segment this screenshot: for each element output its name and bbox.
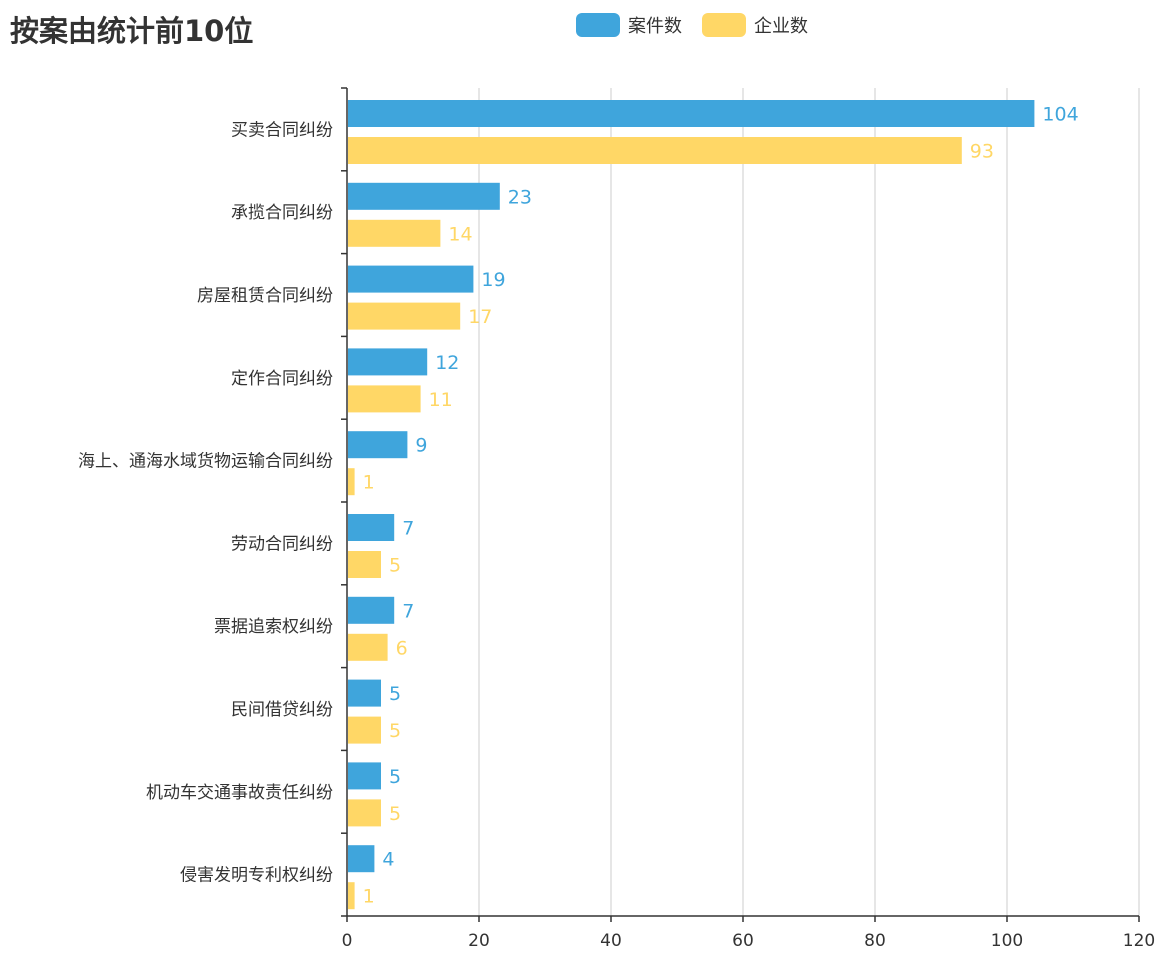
data-label-companies: 5: [389, 720, 401, 742]
x-tick-label: 20: [468, 931, 490, 951]
chart-title: 按案由统计前10位: [10, 14, 254, 48]
bar-cases[interactable]: [348, 514, 395, 541]
legend-swatch-companies: [702, 13, 746, 37]
category-label: 票据追索权纠纷: [214, 617, 333, 637]
data-label-companies: 5: [389, 555, 401, 577]
data-label-cases: 23: [508, 186, 532, 208]
data-label-cases: 4: [382, 849, 394, 871]
category-label: 房屋租赁合同纠纷: [197, 286, 333, 306]
data-label-companies: 93: [970, 141, 994, 163]
bar-cases[interactable]: [348, 265, 474, 293]
bar-cases[interactable]: [348, 845, 375, 873]
bar-companies[interactable]: [348, 882, 355, 910]
data-label-cases: 104: [1042, 104, 1078, 126]
data-label-cases: 9: [415, 435, 427, 457]
category-label: 侵害发明专利权纠纷: [180, 866, 333, 886]
category-label: 民间借贷纠纷: [231, 700, 333, 720]
bar-companies[interactable]: [348, 302, 461, 330]
bar-companies[interactable]: [348, 468, 355, 496]
x-tick-label: 60: [732, 931, 754, 951]
data-label-companies: 1: [363, 472, 375, 494]
bar-cases[interactable]: [348, 100, 1035, 127]
category-label: 机动车交通事故责任纠纷: [146, 783, 333, 803]
bar-companies[interactable]: [348, 799, 381, 827]
x-tick-label: 120: [1123, 931, 1155, 951]
x-tick-label: 80: [864, 931, 886, 951]
legend-swatch-cases: [576, 13, 620, 37]
data-label-companies: 14: [448, 223, 472, 245]
legend-label-cases: 案件数: [628, 16, 682, 37]
bar-cases[interactable]: [348, 679, 381, 707]
data-label-cases: 7: [402, 518, 414, 540]
bar-cases[interactable]: [348, 348, 428, 376]
bar-cases[interactable]: [348, 431, 408, 459]
data-label-cases: 7: [402, 600, 414, 622]
data-label-companies: 1: [363, 886, 375, 908]
legend-item-cases[interactable]: 案件数: [576, 12, 682, 38]
bar-cases[interactable]: [348, 182, 500, 210]
data-label-cases: 12: [435, 352, 459, 374]
x-tick-label: 0: [342, 931, 353, 951]
category-label: 买卖合同纠纷: [231, 120, 333, 140]
data-label-cases: 19: [481, 269, 505, 291]
x-tick-label: 40: [600, 931, 622, 951]
bar-companies[interactable]: [348, 137, 962, 164]
category-label: 承揽合同纠纷: [231, 203, 333, 223]
bar-companies[interactable]: [348, 551, 381, 578]
legend-item-companies[interactable]: 企业数: [702, 12, 808, 38]
legend: 案件数 企业数: [576, 12, 828, 38]
legend-label-companies: 企业数: [754, 16, 808, 37]
category-label: 劳动合同纠纷: [231, 534, 333, 554]
data-label-companies: 17: [468, 306, 492, 328]
data-label-cases: 5: [389, 683, 401, 705]
x-tick-label: 100: [991, 931, 1023, 951]
category-label: 定作合同纠纷: [231, 369, 333, 389]
bar-cases[interactable]: [348, 596, 395, 624]
bar-companies[interactable]: [348, 633, 388, 661]
data-label-companies: 11: [429, 389, 453, 411]
bar-companies[interactable]: [348, 716, 381, 744]
bar-companies[interactable]: [348, 385, 421, 413]
category-label: 海上、通海水域货物运输合同纠纷: [78, 452, 333, 472]
data-label-companies: 6: [396, 637, 408, 659]
data-label-companies: 5: [389, 803, 401, 825]
bar-cases[interactable]: [348, 762, 381, 790]
bar-companies[interactable]: [348, 219, 441, 247]
data-label-cases: 5: [389, 766, 401, 788]
